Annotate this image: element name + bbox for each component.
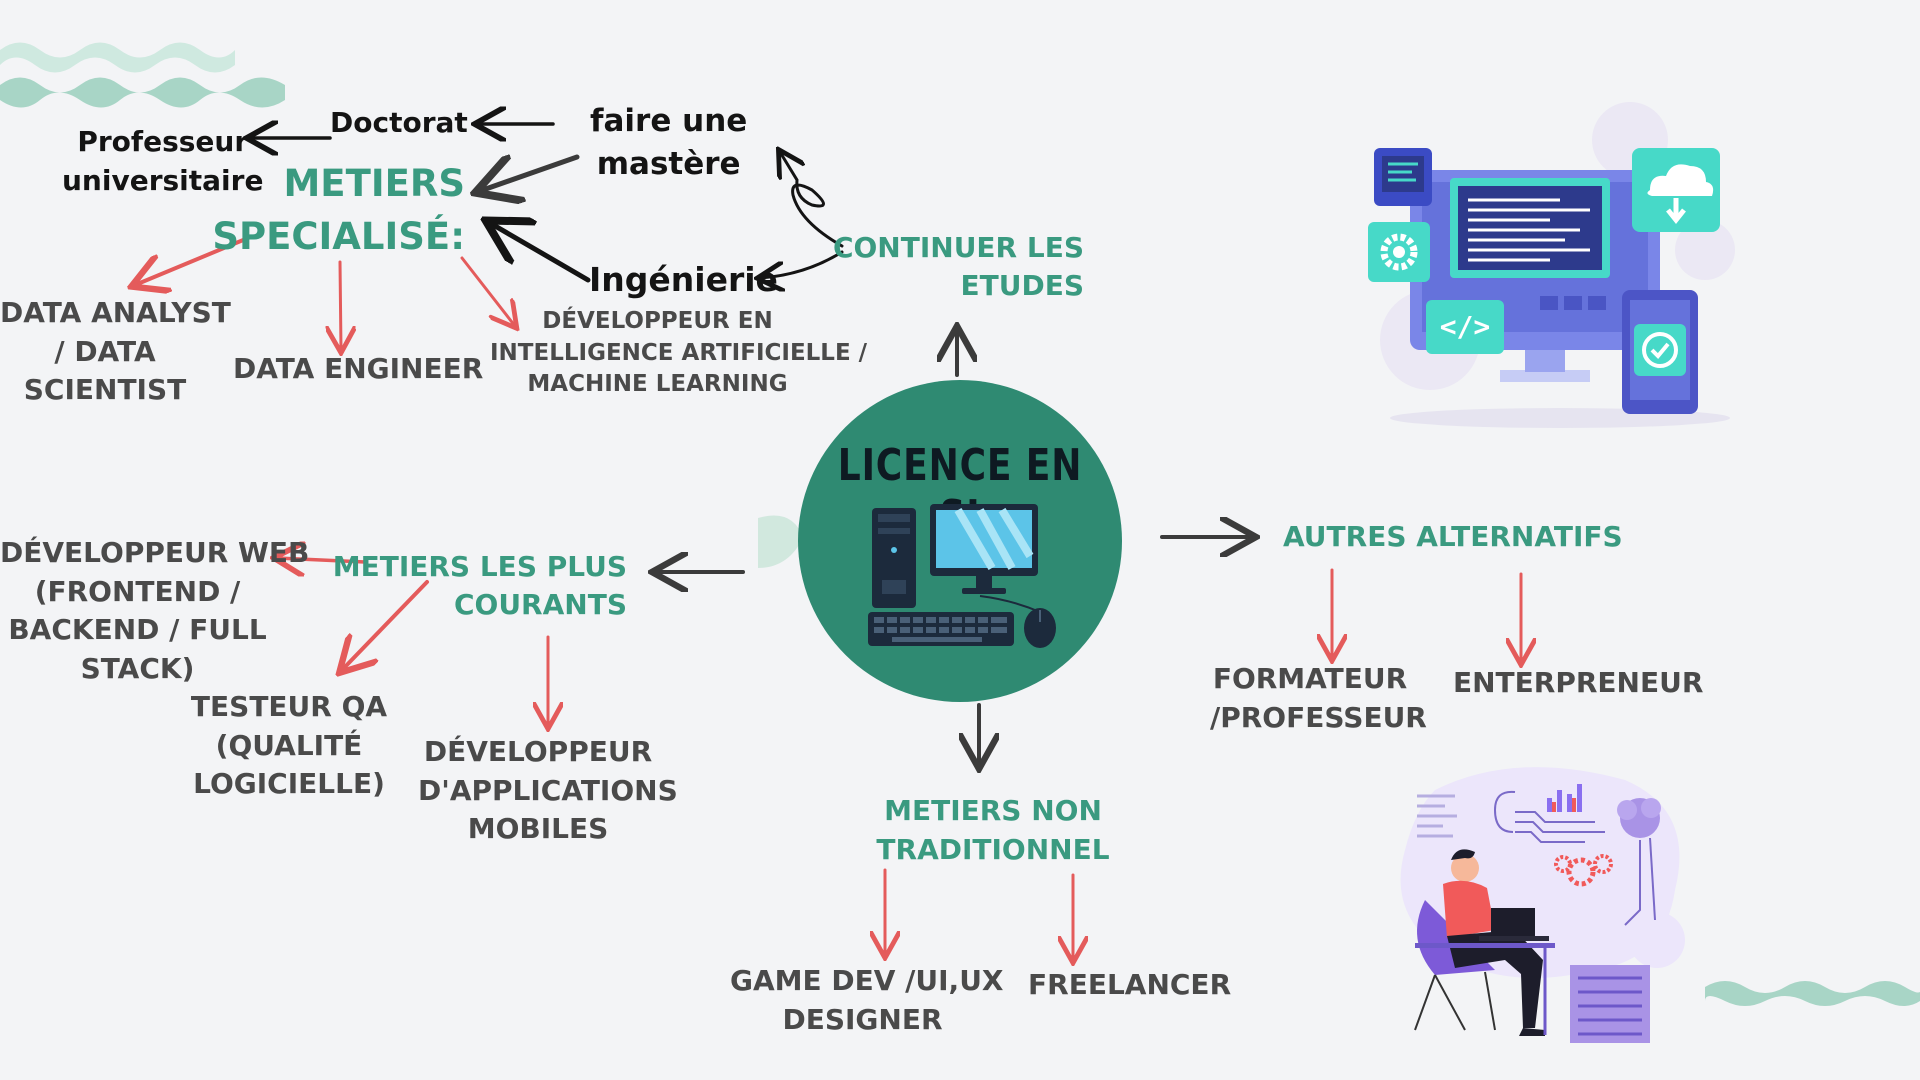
loop-to-master [780,152,844,248]
arrow-master-to-specialized [480,157,580,191]
entrepreneur-node: ENTERPRENEUR [1453,666,1704,699]
web-developer-node: DÉVELOPPEUR WEB (FRONTEND / BACKEND / FULL… [0,536,310,685]
trainer-node: FORMATEUR/PROFESSEUR [1210,662,1427,734]
arrow-to-engineering [760,250,844,278]
engineering-node: Ingénierie [589,260,778,299]
doctorate-node: Doctorat [330,106,468,139]
arrow-to-data-analyst [135,236,250,285]
freelancer-node: FREELANCER [1028,968,1232,1001]
game-dev-node: GAME DEV /UI,UX DESIGNER [730,964,1004,1036]
branch-common-jobs: METIERS LES PLUS COURANTS [332,550,627,622]
arrow-to-ai-dev [460,256,515,326]
master-node: faire une mastère [590,103,748,183]
professor-node: Professeur universitaire [62,125,264,198]
desktop-computer-icon [868,504,1056,648]
data-engineer-node: DATA ENGINEER [233,352,484,385]
person-laptop-data-illustration [1400,767,1685,1043]
developer-screens-illustration: </> [1368,102,1735,428]
arrow-to-qa [342,580,429,670]
data-analyst-node: DATA ANALYST / DATA SCIENTIST [0,296,231,407]
svg-text:</>: </> [1440,310,1491,343]
arrow-to-data-engineer [340,260,341,350]
ai-developer-node: DÉVELOPPEUR EN INTELLIGENCE ARTIFICIELLE … [490,308,868,398]
branch-alternatives: AUTRES ALTERNATIFS [1283,520,1623,553]
arrow-to-web-dev [277,558,367,562]
leaf-decoration [758,515,803,568]
wave-decoration-top-left [0,42,285,108]
branch-non-traditional: METIERS NON TRADITIONNEL [876,794,1110,866]
branch-continue-studies: CONTINUER LES ETUDES [832,231,1084,303]
specialized-jobs-node: METIERS SPECIALISÉ: [212,162,465,258]
wave-decoration-bottom-right [1705,981,1920,1006]
qa-tester-node: TESTEUR QA (QUALITÉ LOGICIELLE) [190,690,388,801]
arrow-engineering-to-specialized [490,223,591,283]
mobile-developer-node: DÉVELOPPEUR D'APPLICATIONS MOBILES [418,735,678,846]
